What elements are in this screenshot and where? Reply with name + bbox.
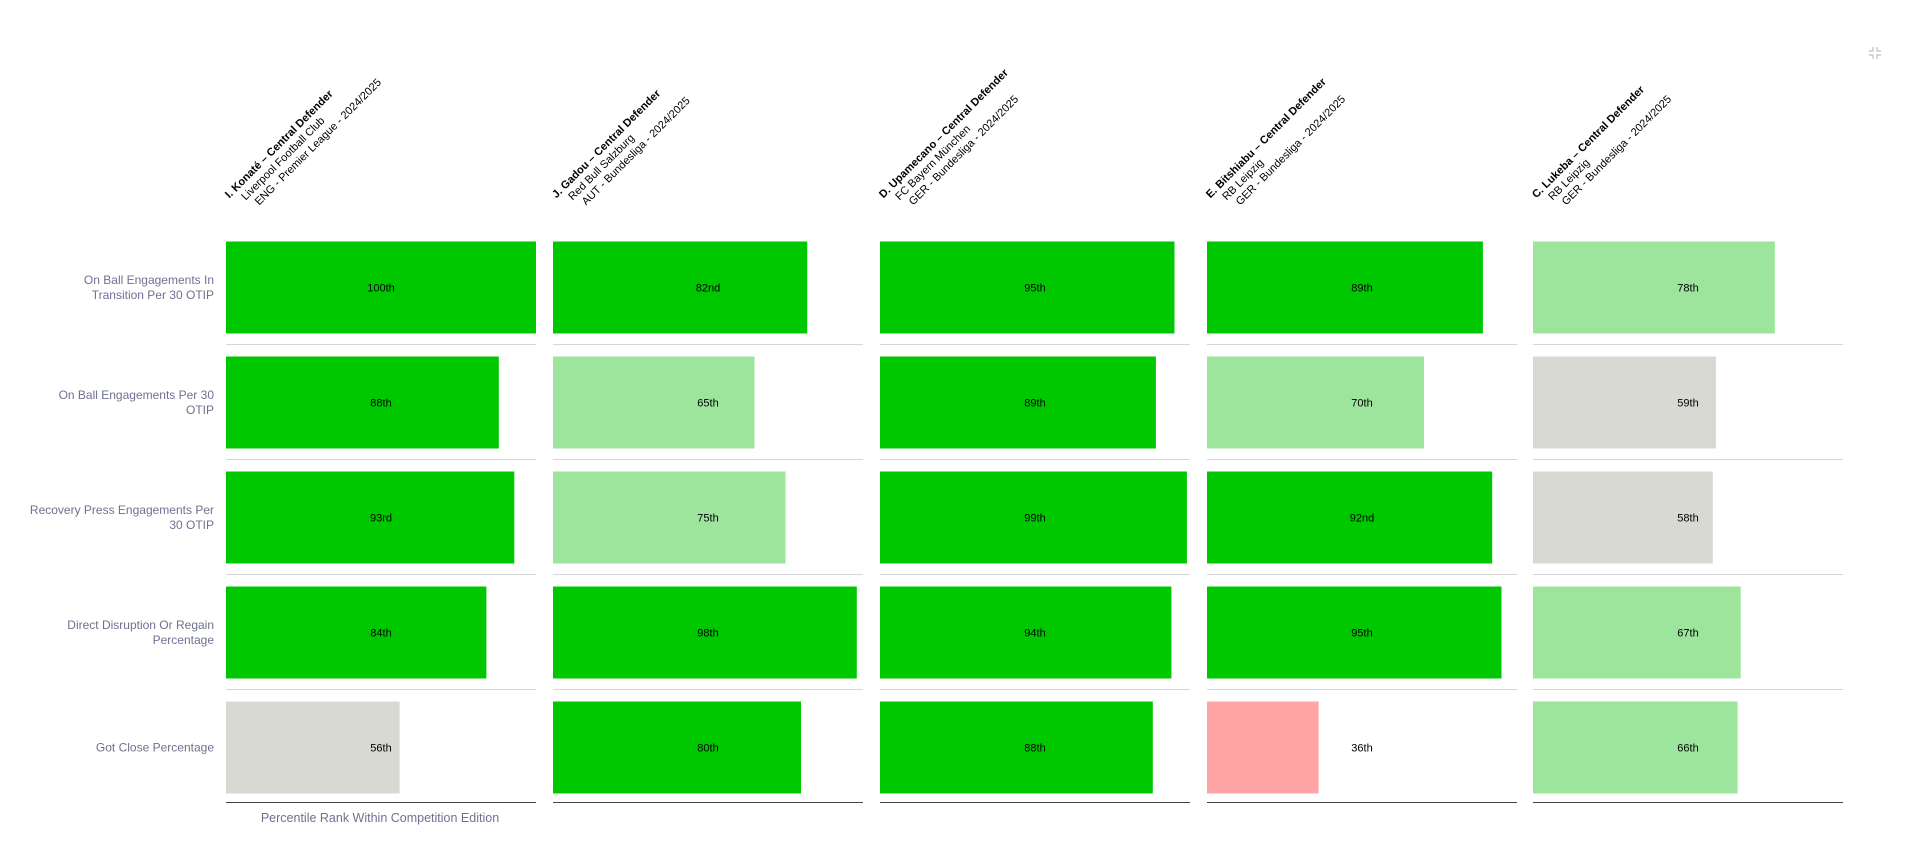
x-axis-label: Percentile Rank Within Competition Editi…	[261, 811, 499, 825]
collapse-icon[interactable]	[1868, 46, 1882, 60]
bar	[553, 356, 755, 449]
bar	[553, 586, 857, 679]
bar	[1533, 356, 1716, 449]
row-label: Got Close Percentage	[96, 741, 214, 755]
bar	[880, 241, 1175, 334]
bar	[226, 701, 400, 794]
bar	[880, 586, 1172, 679]
bar-value-label: 67th	[1677, 628, 1698, 640]
bar	[1533, 586, 1741, 679]
bar	[553, 701, 801, 794]
bar-value-label: 36th	[1351, 743, 1372, 755]
bar	[226, 241, 536, 334]
bar	[880, 701, 1153, 794]
bar	[1207, 586, 1502, 679]
bar-value-label: 94th	[1024, 628, 1045, 640]
bar-value-label: 95th	[1024, 283, 1045, 295]
bar-value-label: 100th	[367, 283, 395, 295]
player-name: D. Upamecano – Central Defender	[877, 66, 1011, 200]
bar	[226, 586, 487, 679]
bar	[553, 471, 786, 564]
bar-value-label: 70th	[1351, 398, 1372, 410]
row-label: On Ball Engagements In Transition Per 30 …	[84, 273, 214, 302]
bar-value-label: 92nd	[1350, 513, 1374, 525]
row-label: Direct Disruption Or Regain Percentage	[67, 618, 214, 647]
bar-value-label: 88th	[1024, 743, 1045, 755]
bars: 100th 88th 93rd 84th 56th 82nd 65th 75th 98th 80t…	[226, 241, 1775, 794]
player-club: Liverpool Football Club	[239, 115, 327, 203]
bar-value-label: 89th	[1024, 398, 1045, 410]
bar-value-label: 75th	[697, 513, 718, 525]
row-labels: On Ball Engagements In Transition Per 30 …	[30, 273, 214, 755]
bar-value-label: 84th	[370, 628, 391, 640]
row-separators	[226, 344, 1843, 690]
bar	[1533, 471, 1713, 564]
bar-value-label: 59th	[1677, 398, 1698, 410]
bar	[880, 471, 1187, 564]
bar-value-label: 82nd	[696, 283, 720, 295]
row-label: Recovery Press Engagements Per 30 OTIP	[30, 503, 214, 532]
bar-value-label: 78th	[1677, 283, 1698, 295]
bar	[880, 356, 1156, 449]
row-label: On Ball Engagements Per 30 OTIP	[59, 388, 215, 417]
bar-value-label: 80th	[697, 743, 718, 755]
bar	[1533, 241, 1775, 334]
bar	[553, 241, 808, 334]
bar	[1207, 241, 1483, 334]
bar-value-label: 93rd	[370, 513, 392, 525]
bar-value-label: 98th	[697, 628, 718, 640]
bar	[1207, 471, 1493, 564]
bar	[226, 356, 499, 449]
bar	[1533, 701, 1738, 794]
bar	[1207, 701, 1319, 794]
bar-value-label: 99th	[1024, 513, 1045, 525]
bar	[226, 471, 515, 564]
bar-value-label: 95th	[1351, 628, 1372, 640]
bar-value-label: 58th	[1677, 513, 1698, 525]
bar-value-label: 56th	[370, 743, 391, 755]
bar	[1207, 356, 1424, 449]
bar-value-label: 66th	[1677, 743, 1698, 755]
bar-value-label: 89th	[1351, 283, 1372, 295]
bar-value-label: 88th	[370, 398, 391, 410]
bar-value-label: 65th	[697, 398, 718, 410]
